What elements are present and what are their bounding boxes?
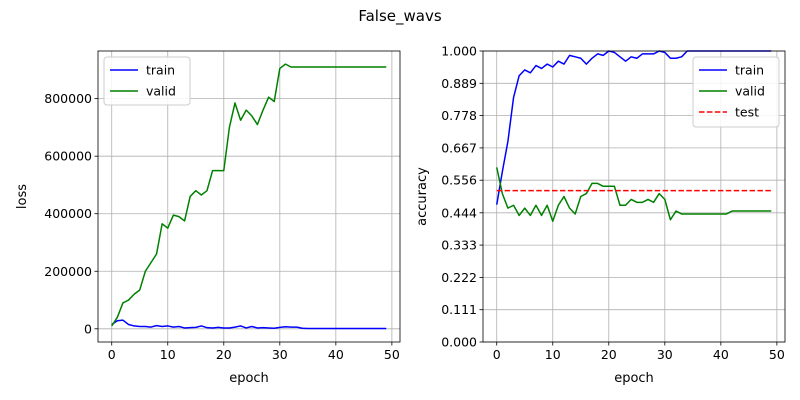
legend-box: [103, 56, 191, 106]
accuracy-subplot: 0 10 20 30 40 50 0.000 0.111 0.222 0.333 0.444 0.55…: [415, 44, 786, 386]
y-tick-label: 800000: [44, 91, 92, 106]
x-tick-label: 50: [384, 347, 400, 362]
x-tick-label: 0: [108, 347, 116, 362]
series-line-train: [111, 319, 387, 330]
x-axis-label: epoch: [229, 371, 269, 386]
x-tick-label: 0: [493, 347, 501, 362]
legend: train valid test: [692, 56, 780, 128]
x-axis-label: epoch: [614, 371, 654, 386]
x-tick-label: 20: [601, 347, 617, 362]
legend-label-valid: valid: [146, 84, 176, 99]
loss-subplot: 0 10 20 30 40 50 0 200000 400000 600000 800000 epoc…: [15, 50, 401, 386]
x-tick-label: 40: [713, 347, 729, 362]
y-axis-label: loss: [15, 184, 30, 209]
y-tick-label: 0: [84, 321, 92, 336]
x-tick-label: 10: [545, 347, 561, 362]
x-tick-label: 20: [216, 347, 232, 362]
y-tick-label: 0.444: [441, 205, 477, 220]
y-tick-label: 0.667: [441, 140, 477, 155]
y-tick-label: 0.111: [441, 302, 477, 317]
legend-label-train: train: [735, 63, 764, 78]
x-tick-label: 30: [657, 347, 673, 362]
y-tick-label: 200000: [44, 264, 92, 279]
y-tick-label: 0.889: [441, 76, 477, 91]
y-tick-label: 1.000: [441, 44, 477, 59]
series-line-valid: [495, 167, 772, 222]
legend-box: [692, 56, 780, 128]
x-tick-label: 50: [769, 347, 785, 362]
y-axis-label: accuracy: [415, 167, 430, 226]
y-tick-label: 0.556: [441, 173, 477, 188]
series-line-valid: [111, 63, 387, 327]
legend-label-train: train: [146, 63, 175, 78]
y-tick-label: 0.222: [441, 270, 477, 285]
legend-label-valid: valid: [735, 84, 765, 99]
x-tick-label: 30: [272, 347, 288, 362]
axes-frame: [97, 50, 401, 343]
figure-title: False_wavs: [358, 7, 441, 26]
y-tick-label: 0.000: [441, 335, 477, 350]
y-tick-label: 0.333: [441, 238, 477, 253]
y-tick-label: 600000: [44, 149, 92, 164]
legend-label-test: test: [735, 105, 759, 120]
axes-frame: [482, 50, 786, 343]
x-tick-label: 40: [328, 347, 344, 362]
y-tick-label: 400000: [44, 206, 92, 221]
x-tick-label: 10: [160, 347, 176, 362]
legend: train valid: [103, 56, 191, 106]
y-tick-label: 0.778: [441, 108, 477, 123]
